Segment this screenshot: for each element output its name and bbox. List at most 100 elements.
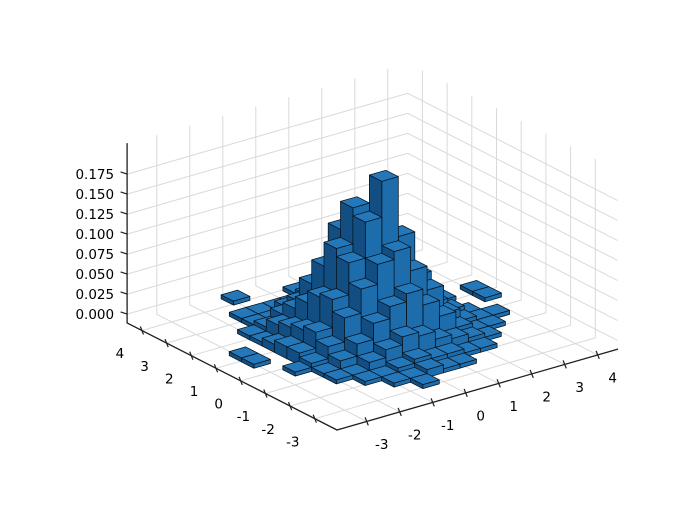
bar-face-top [381, 240, 411, 252]
y-tick-label: -1 [441, 418, 454, 434]
y-tick-label: 4 [608, 371, 617, 387]
z-tick-mark [120, 311, 128, 315]
bar-face-top [401, 347, 432, 360]
y-tick-label: 1 [509, 399, 518, 415]
x-tick-label: 2 [165, 371, 174, 387]
bar-face-top [286, 341, 317, 354]
z-tick-label: 0.100 [75, 227, 114, 243]
z-tick-label: 0.125 [75, 207, 114, 223]
y-tick-mark [562, 360, 567, 369]
bar-face-top [298, 351, 329, 364]
bar-face-top [385, 356, 415, 369]
z-tick-mark [120, 231, 128, 235]
bar [352, 370, 382, 386]
x-tick-mark [139, 326, 145, 335]
z-grid-line [126, 192, 618, 301]
z-tick-mark [120, 271, 128, 275]
x-tick-label: 4 [116, 346, 125, 362]
bar-face-top [323, 368, 354, 381]
y-tick-label: -2 [408, 428, 421, 444]
bar [241, 352, 271, 369]
y-tick-label: 2 [542, 390, 551, 406]
bar-face-top [331, 306, 362, 319]
z-grid-line [126, 152, 618, 261]
bar-face-top [340, 196, 370, 209]
bar-face-top [414, 358, 444, 370]
z-tick-mark [120, 211, 128, 215]
bar-face-top [319, 288, 350, 300]
x-tick-mark [189, 351, 194, 360]
x-tick-label: 0 [214, 397, 223, 413]
y-grid-line [156, 135, 367, 422]
bar-face-top [373, 338, 403, 351]
z-grid-line [126, 212, 618, 321]
bar [220, 289, 251, 306]
z-tick-label: 0.000 [75, 307, 114, 323]
z-tick-label: 0.175 [75, 167, 114, 183]
z-grid-line [126, 92, 618, 201]
x-tick-label: -1 [237, 409, 250, 425]
x-grid-line [314, 158, 596, 420]
bar-face-top [323, 237, 354, 249]
bars [220, 169, 510, 389]
y-tick-mark [463, 388, 468, 398]
z-tick-label: 0.050 [75, 267, 114, 283]
tick-marks [120, 171, 600, 426]
bar-face-top [364, 252, 395, 265]
bar-face-top [356, 351, 387, 363]
bar-face-top [315, 335, 345, 347]
z-tick-label: 0.150 [75, 187, 114, 203]
bar-face-top [303, 320, 333, 333]
bar-face-top [352, 210, 383, 223]
bar-face-top [472, 286, 502, 299]
y-tick-mark [430, 398, 435, 407]
y-tick-mark [496, 379, 501, 388]
y-tick-mark [397, 407, 402, 417]
x-tick-label: -2 [261, 422, 274, 438]
bar-face-top [393, 282, 424, 295]
y-tick-label: 3 [575, 380, 584, 396]
x-tick-mark [312, 414, 317, 423]
bar-face-top [282, 360, 312, 373]
bar-face-top [348, 277, 378, 290]
z-grid-line [126, 112, 618, 221]
y-axis-line [336, 348, 619, 431]
x-tick-label: 1 [190, 384, 199, 400]
bar-face-top [344, 332, 374, 345]
bar-face-top [389, 325, 420, 338]
bar [472, 286, 502, 303]
bar [410, 373, 440, 389]
z-tick-mark [120, 251, 128, 255]
x-axis-line [126, 322, 338, 431]
bar [282, 360, 312, 377]
z-tick-label: 0.025 [75, 287, 114, 303]
y-tick-label: -3 [375, 437, 388, 453]
x-tick-mark [238, 376, 243, 386]
bar-face-top [241, 352, 271, 365]
bar-face-top [360, 312, 391, 324]
z-tick-mark [120, 191, 128, 195]
x-tick-label: 3 [140, 359, 149, 375]
bar-face-top [377, 295, 407, 307]
z-tick-mark [120, 171, 128, 175]
z-tick-label: 0.075 [75, 247, 114, 263]
bar-face-top [336, 251, 366, 264]
x-tick-mark [263, 389, 268, 398]
y-tick-label: 0 [476, 409, 485, 425]
x-tick-mark [164, 338, 169, 348]
x-tick-mark [287, 401, 293, 411]
bar-face-top [381, 371, 411, 384]
y-tick-mark [364, 417, 369, 426]
z-tick-mark [120, 291, 128, 295]
x-tick-mark [213, 364, 219, 373]
z-grid-line [126, 132, 618, 241]
bar-face-top [220, 289, 251, 302]
bar-face-top [327, 349, 358, 362]
z-grid-line [126, 172, 618, 281]
bar-face-top [410, 373, 440, 385]
x-tick-label: -3 [286, 434, 299, 450]
y-tick-mark [595, 350, 600, 360]
